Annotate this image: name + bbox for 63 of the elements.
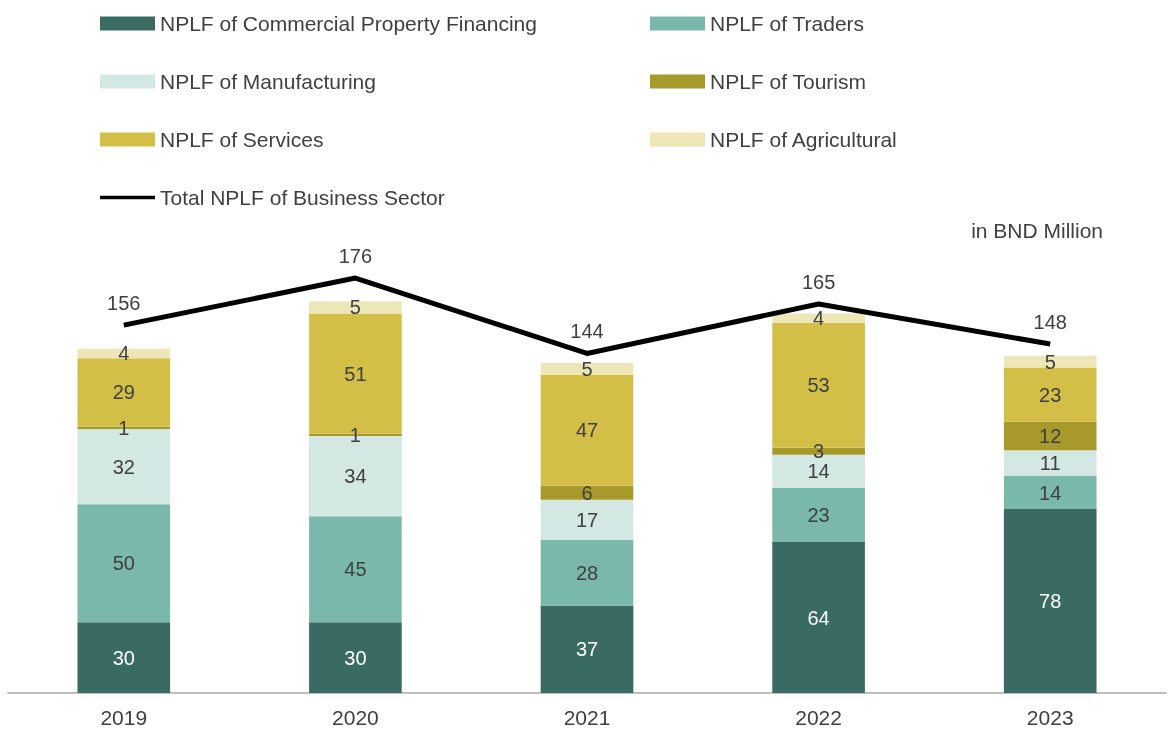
data-label: 45 bbox=[344, 558, 367, 581]
data-label: 51 bbox=[344, 362, 367, 385]
data-label: 5 bbox=[349, 296, 361, 319]
legend-label: Total NPLF of Business Sector bbox=[160, 186, 445, 209]
data-label: 156 bbox=[107, 292, 141, 315]
bar bbox=[1003, 367, 1097, 422]
legend-label: NPLF of Manufacturing bbox=[160, 70, 376, 93]
data-label: 47 bbox=[575, 419, 599, 442]
data-label: 37 bbox=[575, 638, 599, 661]
data-label: 14 bbox=[807, 460, 830, 483]
bar bbox=[309, 516, 402, 623]
data-label: 4 bbox=[118, 342, 130, 365]
data-label: 50 bbox=[112, 552, 135, 575]
data-label: 28 bbox=[575, 561, 599, 584]
data-label: 29 bbox=[112, 381, 135, 404]
data-label: 64 bbox=[807, 606, 830, 629]
bar bbox=[540, 499, 634, 540]
data-label: 53 bbox=[807, 374, 830, 397]
x-tick-label: 2020 bbox=[332, 706, 379, 729]
legend-label: NPLF of Commercial Property Financing bbox=[160, 12, 537, 35]
bar bbox=[772, 313, 865, 323]
data-label: 5 bbox=[581, 357, 593, 380]
data-label: 11 bbox=[1039, 452, 1061, 475]
bar bbox=[1003, 476, 1097, 510]
data-label: 5 bbox=[1044, 350, 1056, 373]
bar bbox=[540, 362, 634, 375]
annotation: in BND Million bbox=[971, 219, 1104, 242]
data-label: 17 bbox=[575, 508, 599, 531]
bar bbox=[1003, 421, 1097, 451]
bar bbox=[772, 542, 865, 693]
bar bbox=[540, 539, 634, 606]
bar bbox=[1003, 509, 1097, 693]
x-tick-label: 2021 bbox=[563, 706, 611, 729]
data-label: 6 bbox=[581, 481, 593, 504]
data-label: 144 bbox=[570, 320, 604, 343]
x-tick-label: 2022 bbox=[795, 706, 842, 729]
x-tick-label: 2023 bbox=[1026, 706, 1074, 729]
data-label: 23 bbox=[807, 503, 830, 526]
legend-label: NPLF of Services bbox=[160, 128, 324, 151]
bar bbox=[772, 487, 865, 543]
bar bbox=[1003, 355, 1097, 368]
data-label: 12 bbox=[1039, 424, 1062, 447]
bar bbox=[77, 622, 171, 693]
data-label: 30 bbox=[344, 646, 367, 669]
legend-label: NPLF of Tourism bbox=[710, 70, 866, 93]
bar bbox=[540, 485, 634, 500]
bar bbox=[540, 605, 634, 693]
data-label: 34 bbox=[344, 465, 367, 488]
bar bbox=[309, 622, 402, 693]
bar bbox=[1003, 450, 1097, 477]
x-tick-label: 2019 bbox=[100, 706, 148, 729]
legend-label: NPLF of Traders bbox=[710, 12, 865, 35]
data-label: 23 bbox=[1039, 383, 1062, 406]
data-label: 14 bbox=[1039, 481, 1062, 504]
data-label: 148 bbox=[1033, 311, 1067, 334]
bar bbox=[77, 504, 171, 623]
data-label: 78 bbox=[1039, 590, 1062, 613]
legend-label: NPLF of Agricultural bbox=[710, 128, 897, 151]
data-label: 176 bbox=[338, 245, 373, 268]
data-label: 32 bbox=[112, 455, 135, 478]
bar bbox=[540, 374, 634, 486]
data-label: 30 bbox=[112, 646, 135, 669]
data-label: 165 bbox=[801, 270, 836, 293]
